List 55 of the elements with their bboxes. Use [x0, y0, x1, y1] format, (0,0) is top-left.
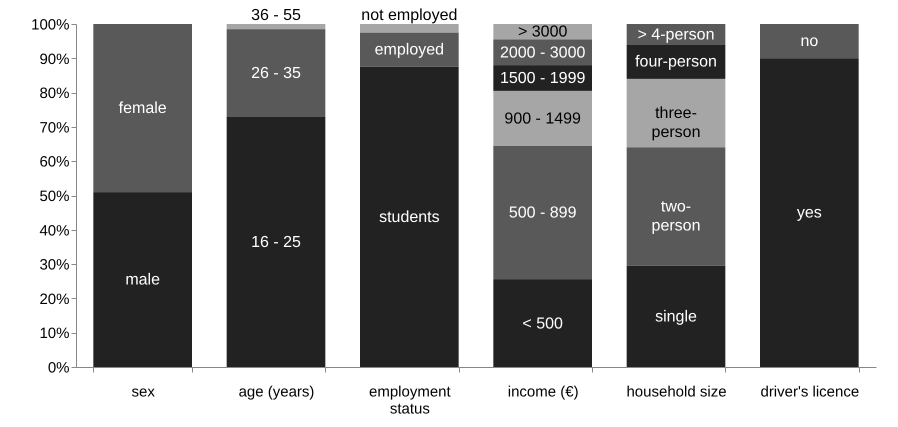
annotation: 900 - 1499: [504, 110, 582, 128]
bar: [760, 58, 859, 367]
bar: [360, 66, 459, 367]
bar: [226, 116, 326, 367]
y-tick-label: 70%: [39, 119, 70, 136]
annotation: students: [379, 208, 440, 226]
y-tick-label: 0%: [48, 360, 70, 376]
x-tick-label: age (years): [238, 384, 314, 400]
bar: [493, 146, 592, 280]
annotation: yes: [796, 204, 822, 222]
y-tick-label: 30%: [39, 256, 70, 274]
bar: [626, 44, 726, 79]
text: 36 - 55: [251, 7, 302, 24]
annotation: > 3000: [518, 24, 568, 41]
bar: [493, 280, 592, 367]
annotation: employed: [374, 42, 444, 59]
bar: [626, 266, 726, 367]
y-tick-label: 80%: [39, 85, 70, 102]
annotation: no: [800, 33, 818, 50]
annotation: 26 - 35: [251, 64, 302, 82]
y-tick-label: 100%: [31, 16, 70, 34]
annotation: male: [125, 272, 160, 289]
text: not employed: [361, 7, 458, 24]
bar: [360, 32, 459, 67]
bar: [93, 192, 192, 367]
x-tick-label: income (€): [508, 384, 579, 400]
bar: [360, 24, 459, 33]
y-tick-label: 50%: [39, 188, 70, 205]
bar: [760, 24, 859, 58]
annotation: single: [655, 308, 697, 326]
bar: [626, 147, 726, 266]
annotation: four-person: [635, 54, 717, 71]
annotation: < 500: [522, 315, 564, 332]
bar: [226, 29, 326, 117]
bar: [93, 24, 192, 192]
y-tick-label: 60%: [39, 154, 70, 171]
x-tick-label: sex: [131, 384, 156, 400]
annotation: three- person: [652, 105, 700, 142]
bar: [626, 78, 726, 148]
y-tick-label: 20%: [39, 290, 70, 308]
bar: [226, 24, 326, 30]
bar: [493, 90, 592, 146]
annotation: 1500 - 1999: [500, 70, 586, 88]
annotation: > 4-person: [638, 26, 714, 44]
y-tick-label: 10%: [39, 325, 70, 342]
annotation: 2000 - 3000: [500, 44, 586, 62]
annotation: 500 - 899: [508, 204, 577, 222]
x-tick-label: driver's licence: [760, 384, 860, 400]
y-tick-label: 90%: [39, 50, 70, 68]
annotation: 16 - 25: [251, 234, 302, 251]
annotation: female: [118, 100, 167, 118]
annotation: two- person: [652, 198, 700, 235]
y-tick-label: 40%: [39, 222, 70, 240]
x-tick-label: employment status: [368, 384, 452, 418]
x-tick-label: household size: [626, 384, 727, 400]
